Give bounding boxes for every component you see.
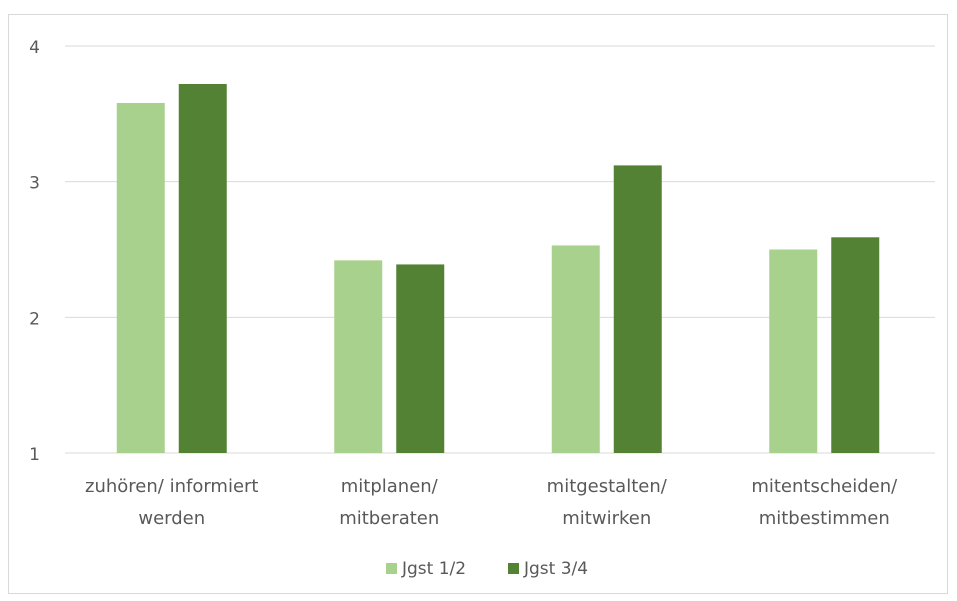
bar	[831, 237, 880, 453]
x-tick-label: mitwirken	[562, 508, 651, 529]
bar	[613, 165, 662, 454]
legend-swatch	[386, 563, 397, 574]
y-tick-label: 1	[29, 445, 40, 465]
x-tick-label: zuhören/ informiert	[85, 476, 258, 497]
y-tick-label: 4	[29, 38, 40, 58]
y-tick-label: 2	[29, 309, 40, 329]
bar	[116, 102, 165, 453]
legend-swatch	[508, 563, 519, 574]
bar	[334, 260, 383, 453]
bar	[769, 249, 818, 453]
legend: Jgst 1/2 Jgst 3/4	[386, 559, 588, 579]
x-tick-label: werden	[138, 508, 205, 529]
legend-label: Jgst 3/4	[523, 559, 588, 579]
y-axis-tick-labels: 1 2 3 4	[29, 38, 40, 465]
bars	[116, 83, 880, 454]
x-tick-label: mitberaten	[339, 508, 439, 529]
legend-label: Jgst 1/2	[401, 559, 466, 579]
y-tick-label: 3	[29, 174, 40, 194]
bar	[551, 245, 600, 453]
x-tick-label: mitentscheiden/	[751, 476, 898, 497]
bar	[178, 83, 227, 453]
x-axis-category-labels: zuhören/ informiert werden mitplanen/mitbe…	[85, 476, 898, 529]
x-tick-label: mitgestalten/	[547, 476, 668, 497]
bar	[396, 264, 445, 453]
x-tick-label: mitplanen/	[341, 476, 439, 497]
x-tick-label: mitbestimmen	[759, 508, 890, 529]
